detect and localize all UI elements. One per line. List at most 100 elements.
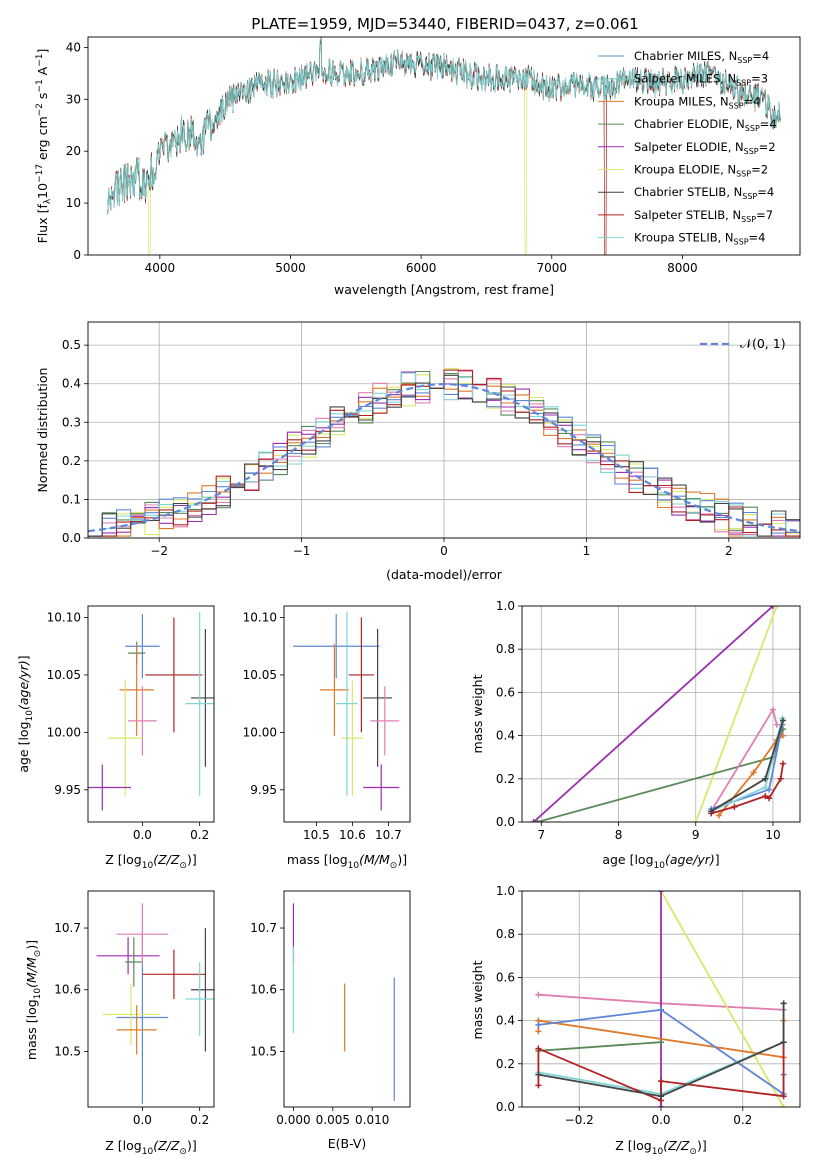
y-axis-label: mass weight [470, 674, 485, 753]
y-tick-label: 10.05 [47, 668, 81, 682]
legend-sub: SSP [729, 101, 744, 110]
axes-frame [283, 890, 411, 1108]
label-part: ⊙ [390, 861, 398, 871]
axes-frame [87, 890, 215, 1108]
weight-marker [773, 721, 780, 728]
data-point [116, 1005, 157, 1055]
weight-marker [762, 775, 769, 782]
label-part: )] [187, 852, 197, 867]
weight-marker [534, 819, 541, 822]
legend-sub: SSP [742, 192, 757, 201]
label-part: age [log [602, 852, 653, 867]
weight-line [660, 891, 785, 1107]
x-tick-label: 0.2 [733, 1113, 752, 1127]
legend-sub: SSP [736, 79, 751, 88]
weight-marker [535, 1071, 542, 1078]
weight-line [538, 1041, 662, 1052]
weight-marker [530, 819, 537, 822]
normal-curve [88, 382, 800, 533]
data-point [125, 614, 160, 679]
weight-marker [708, 808, 715, 815]
x-tick-label: 8 [615, 828, 623, 842]
label-part: (Z/Z [153, 852, 180, 867]
x-tick-label: 4000 [145, 261, 176, 275]
data-point [185, 611, 214, 796]
y-axis-label: mass [log10(M/M⊙)] [24, 940, 43, 1060]
x-axis-label: (data-model)/error [386, 567, 503, 582]
data-point [341, 680, 364, 796]
data-point [293, 614, 380, 679]
y-label-part: λ [43, 198, 53, 204]
y-tick-label: 10.10 [243, 610, 277, 624]
y-tick-label: 9.95 [54, 783, 81, 797]
data-point [348, 617, 374, 733]
y-tick-label: 0.6 [496, 970, 515, 984]
label-part: (Z/Z [153, 1138, 180, 1153]
data-point [102, 983, 160, 1046]
y-tick-label: 1.0 [496, 599, 515, 613]
x-axis-label: Z [log10(Z/Z⊙)] [615, 1138, 706, 1157]
legend-sub: SSP [744, 147, 759, 156]
residuals-panel: −2 −1 0 1 2 0.0 0.1 0.2 0.3 0.4 0.5 𝒩(0, 1) (data-mo… [35, 321, 801, 582]
x-axis-label: age [log10(age/yr)] [602, 852, 719, 871]
legend-val: =4 [744, 94, 761, 108]
weight-marker [766, 786, 773, 793]
legend-sub: SSP [741, 215, 756, 224]
label-part: ⊙ [179, 1147, 187, 1157]
y-tick-label: 0.0 [496, 1100, 515, 1114]
label-part: (age/yr) [665, 852, 715, 867]
label-part: mass [log [24, 999, 39, 1060]
x-tick-label: 0.000 [276, 1113, 310, 1127]
data-point [363, 764, 400, 811]
weight-line [532, 606, 774, 822]
y-tick-label: 0.0 [496, 815, 515, 829]
legend-val: =4 [752, 49, 769, 63]
data-point [185, 961, 214, 1037]
weight-line [538, 1003, 785, 1098]
label-part: (M/M [24, 957, 39, 988]
legend-label: Chabrier STELIB, NSSP=4 [634, 185, 774, 201]
label-part: )] [24, 940, 39, 950]
weight_vs_Z-panel: −0.2 0.0 0.2 0.0 0.2 0.4 0.6 0.8 1.0 Z [log10(Z/Z… [470, 884, 801, 1157]
x-tick-label: 1 [583, 544, 591, 558]
label-part: age [log [16, 721, 31, 772]
weight-marker [535, 1028, 542, 1035]
label-part: (age/yr) [16, 660, 31, 710]
y-tick-label: 0.4 [496, 729, 515, 743]
y-tick-label: 0 [73, 248, 81, 262]
plot-area [88, 367, 800, 537]
weight-marker [535, 1021, 542, 1028]
y-label-part: Flux [f [35, 204, 50, 244]
label-part: ⊙ [689, 1147, 697, 1157]
y-tick-label: 10 [66, 196, 81, 210]
x-tick-label: −1 [293, 544, 311, 558]
data-point [191, 928, 214, 1052]
legend-label: Chabrier ELODIE, NSSP=4 [634, 117, 777, 133]
legend-val: =4 [749, 231, 766, 245]
legend-val: =7 [756, 208, 773, 222]
y-tick-label: 10.5 [250, 1044, 277, 1058]
legend-label: Chabrier MILES, NSSP=4 [634, 49, 769, 65]
y-tick-label: 0.0 [62, 531, 81, 545]
x-tick-label: 0.2 [190, 828, 209, 842]
data-point [108, 680, 143, 796]
x-tick-label: 9 [692, 828, 700, 842]
label-part: 10 [142, 861, 154, 871]
weight-marker [658, 1039, 664, 1046]
x-tick-label: 7000 [537, 261, 568, 275]
y-tick-label: 10.5 [54, 1044, 81, 1058]
weight-marker [769, 606, 776, 609]
x-axis-label: wavelength [Angstrom, rest frame] [334, 282, 554, 297]
x-tick-label: 0.0 [651, 1113, 670, 1127]
x-axis-label: mass [log10(M/M⊙)] [287, 852, 407, 871]
x-tick-label: 10 [765, 828, 780, 842]
plot-area [293, 611, 400, 811]
y-tick-label: 10.10 [47, 610, 81, 624]
legend-sub: SSP [745, 124, 760, 133]
legend-label: Salpeter MILES, NSSP=3 [634, 72, 768, 88]
x-tick-label: 0.005 [316, 1113, 350, 1127]
x-tick-label: 10.7 [375, 828, 402, 842]
histogram-step [88, 374, 800, 537]
